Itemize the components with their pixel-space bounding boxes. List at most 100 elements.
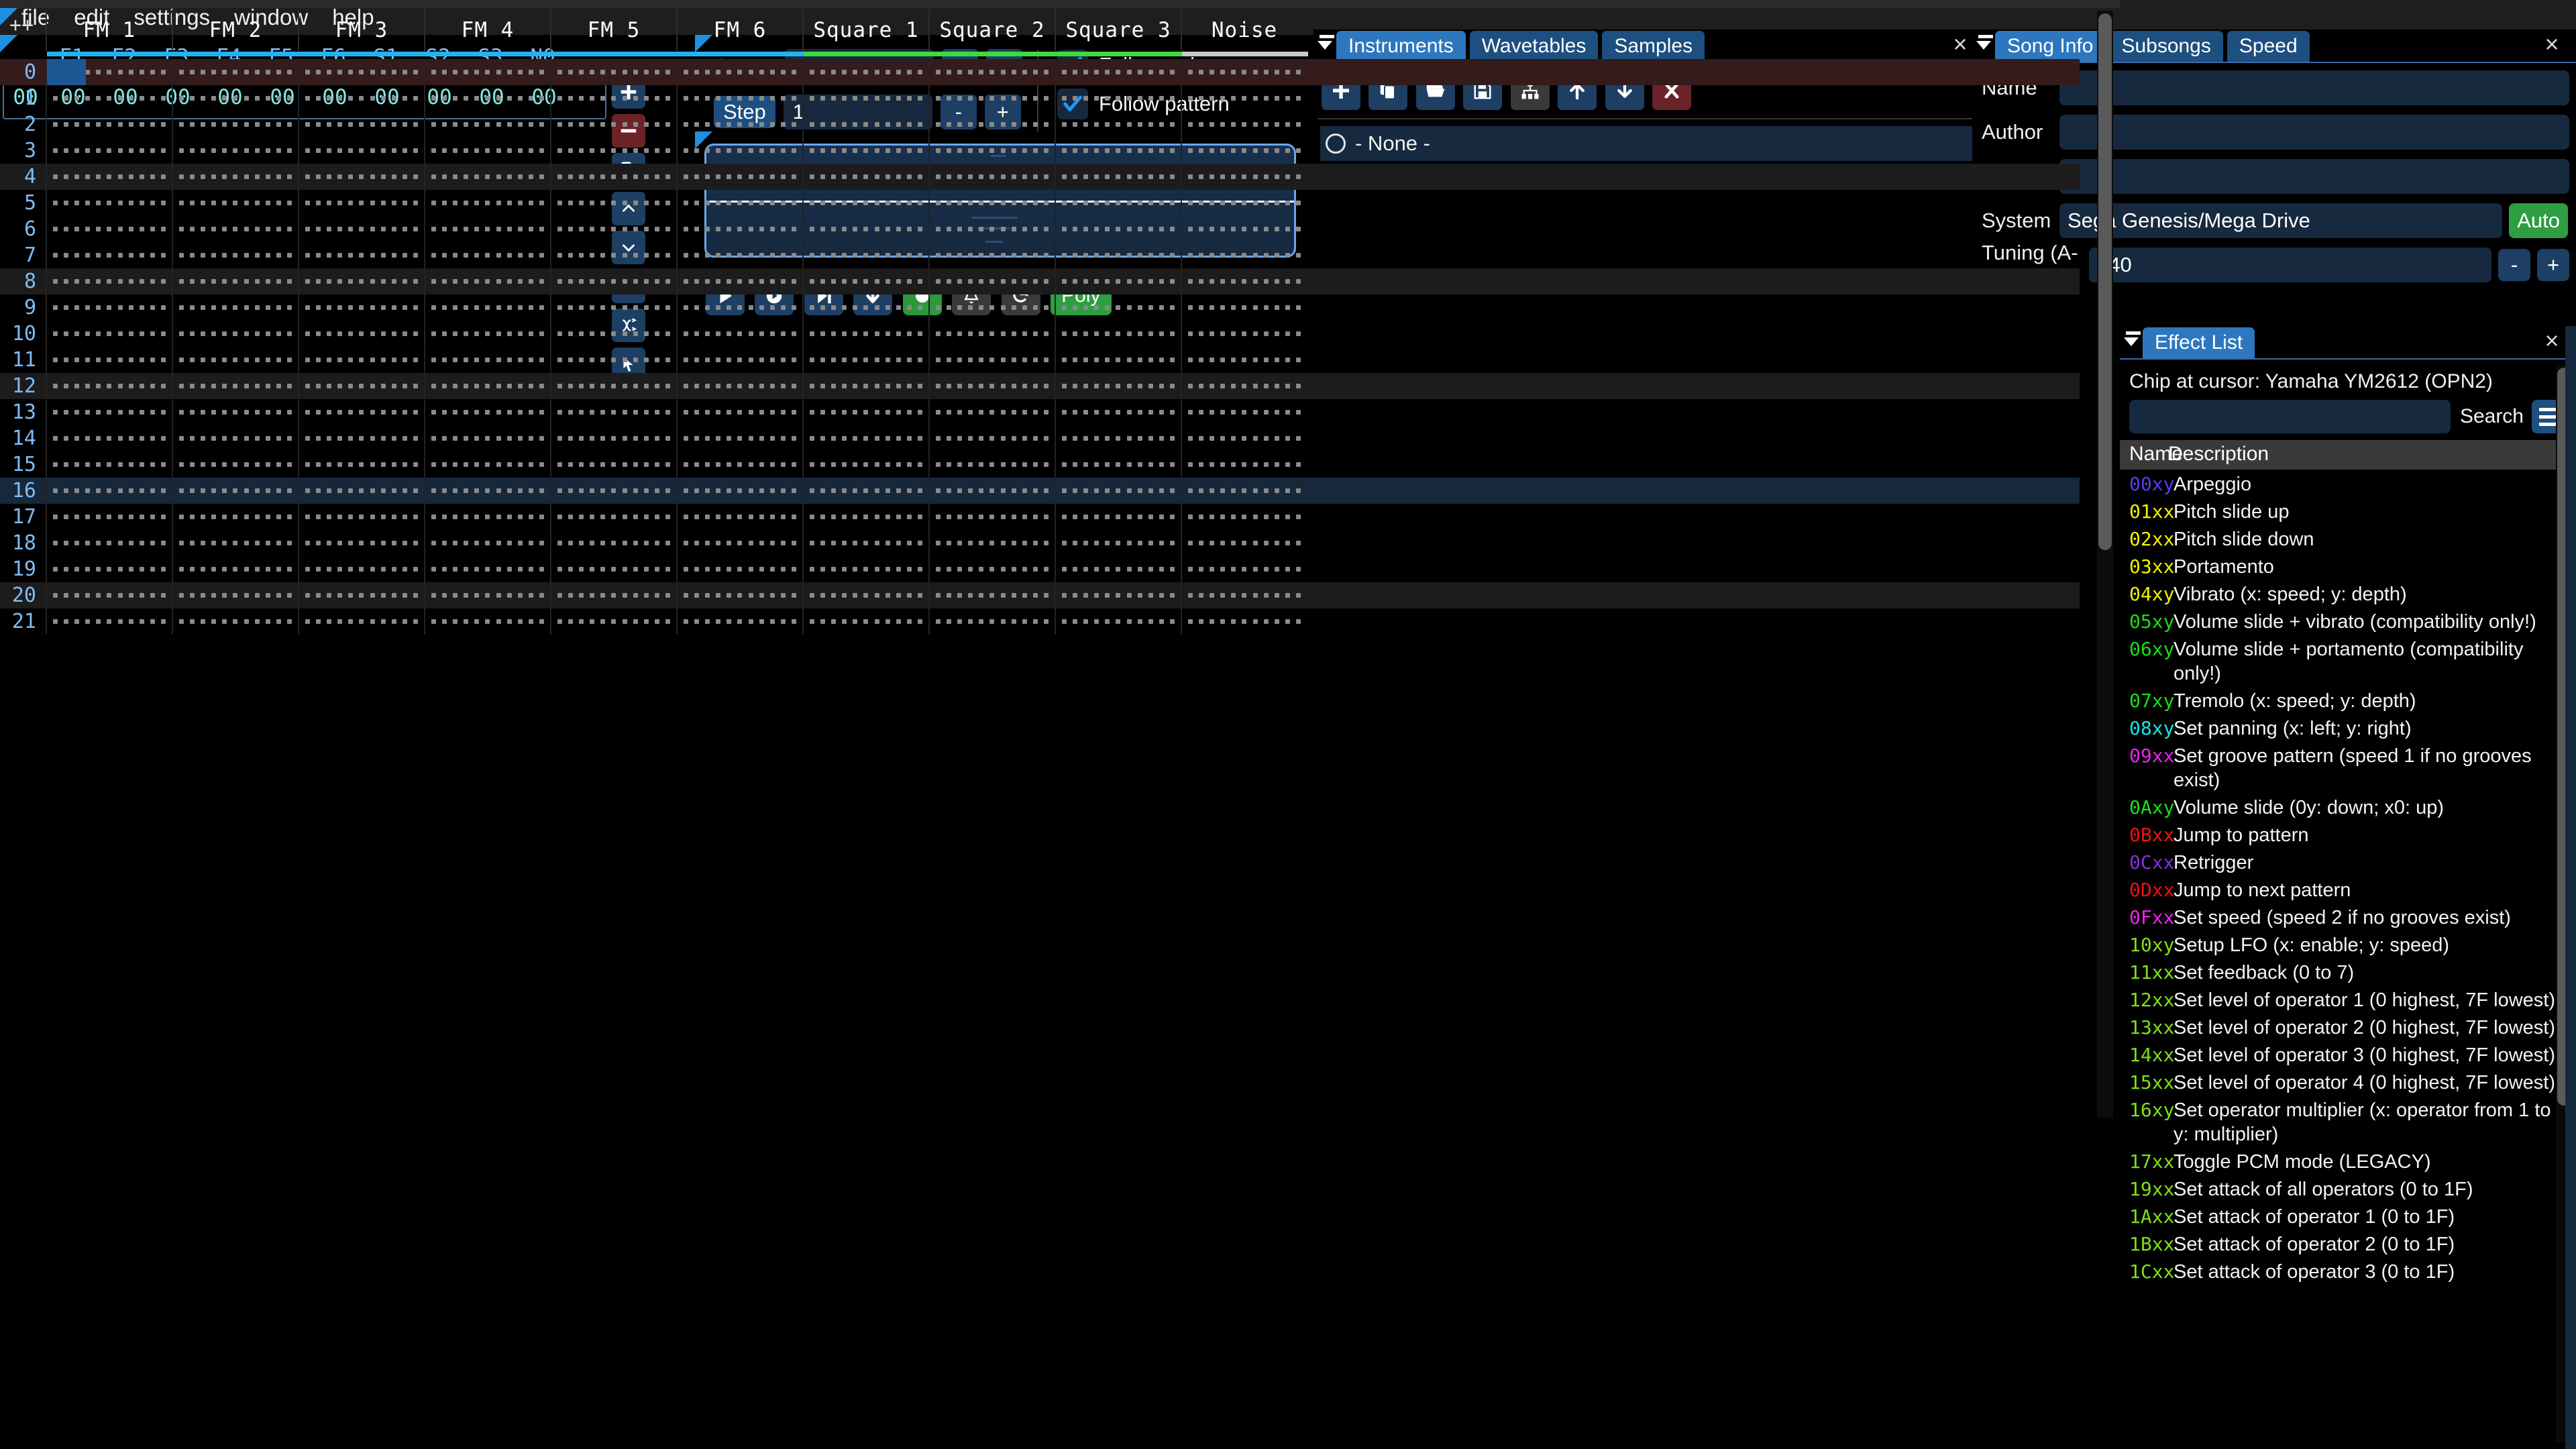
pattern-cell[interactable] <box>802 164 928 190</box>
pattern-cell[interactable] <box>1055 138 1181 164</box>
pattern-row[interactable]: 13 <box>0 399 2080 425</box>
move-order-up-button[interactable] <box>612 192 645 225</box>
menu-window[interactable]: window <box>234 5 309 30</box>
pattern-cell[interactable] <box>46 556 172 582</box>
pattern-cell[interactable] <box>676 59 802 85</box>
pattern-cell[interactable] <box>172 294 298 321</box>
tab-wavetables[interactable]: Wavetables <box>1469 31 1599 62</box>
pattern-cell[interactable] <box>46 608 172 635</box>
effect-list-row[interactable]: 15xx Set level of operator 4 (0 highest, … <box>2129 1071 2576 1095</box>
effect-list-row[interactable]: 01xx Pitch slide up <box>2129 500 2576 524</box>
effect-list-row[interactable]: 19xx Set attack of all operators (0 to 1F… <box>2129 1177 2576 1201</box>
pattern-cell[interactable] <box>550 556 676 582</box>
pattern-row[interactable]: 5 <box>0 190 2080 216</box>
pattern-cell[interactable] <box>424 138 550 164</box>
pattern-cell[interactable] <box>1181 582 1307 608</box>
pattern-cell[interactable] <box>676 138 802 164</box>
pattern-cell[interactable] <box>676 111 802 138</box>
pattern-cell[interactable] <box>46 347 172 373</box>
pattern-cell[interactable] <box>802 138 928 164</box>
pattern-cell[interactable] <box>676 556 802 582</box>
pattern-cell[interactable] <box>928 85 1055 111</box>
pattern-cell[interactable] <box>676 242 802 268</box>
pattern-cell[interactable] <box>676 190 802 216</box>
pattern-cell[interactable] <box>802 504 928 530</box>
effect-list-row[interactable]: 03xx Portamento <box>2129 555 2576 579</box>
pattern-cell[interactable] <box>1055 582 1181 608</box>
pattern-cell[interactable] <box>298 504 424 530</box>
pattern-row[interactable]: 14 <box>0 425 2080 451</box>
pattern-cell[interactable] <box>424 294 550 321</box>
pattern-cell[interactable] <box>1181 530 1307 556</box>
pattern-cell[interactable] <box>676 399 802 425</box>
pattern-cell[interactable] <box>802 321 928 347</box>
pattern-cell[interactable] <box>46 425 172 451</box>
pattern-cell[interactable] <box>46 451 172 478</box>
pattern-cell[interactable] <box>928 399 1055 425</box>
effect-list-row[interactable]: 02xx Pitch slide down <box>2129 527 2576 551</box>
pattern-cell[interactable] <box>298 530 424 556</box>
pattern-cell[interactable] <box>424 190 550 216</box>
channel-header-3[interactable]: FM 3 <box>298 9 425 56</box>
pattern-cell[interactable] <box>1055 425 1181 451</box>
pattern-cell[interactable] <box>550 216 676 242</box>
pattern-cell[interactable] <box>1181 451 1307 478</box>
pattern-cell[interactable] <box>1181 59 1307 85</box>
system-auto-button[interactable]: Auto <box>2509 203 2568 238</box>
pattern-cell[interactable] <box>802 478 928 504</box>
orders-cell-f2[interactable]: 00 <box>113 85 138 109</box>
pattern-cell[interactable] <box>676 582 802 608</box>
pattern-cell[interactable] <box>928 242 1055 268</box>
pattern-cell[interactable] <box>802 451 928 478</box>
menu-file[interactable]: file <box>21 5 50 30</box>
pattern-cell[interactable] <box>298 321 424 347</box>
pattern-expand-label[interactable]: ++ <box>9 13 34 37</box>
effect-list-row[interactable]: 06xy Volume slide + portamento (compatibi… <box>2129 637 2576 686</box>
pattern-cell[interactable] <box>928 582 1055 608</box>
pattern-cell[interactable] <box>46 138 172 164</box>
pattern-cell[interactable] <box>1055 111 1181 138</box>
effect-list-row[interactable]: 17xx Toggle PCM mode (LEGACY) <box>2129 1150 2576 1174</box>
pattern-cell[interactable] <box>550 451 676 478</box>
song-author-input[interactable] <box>2059 115 2569 150</box>
pattern-cell[interactable] <box>46 216 172 242</box>
pattern-cell[interactable] <box>298 242 424 268</box>
effect-list-row[interactable]: 04xy Vibrato (x: speed; y: depth) <box>2129 582 2576 606</box>
pattern-cell[interactable] <box>802 111 928 138</box>
pattern-cell[interactable] <box>802 425 928 451</box>
tab-speed[interactable]: Speed <box>2226 31 2310 62</box>
pattern-cell[interactable] <box>1181 268 1307 294</box>
pattern-row[interactable]: 16 <box>0 478 2080 504</box>
pattern-cell[interactable] <box>424 321 550 347</box>
pattern-cell[interactable] <box>550 190 676 216</box>
pattern-cell[interactable] <box>928 268 1055 294</box>
pattern-cell[interactable] <box>172 608 298 635</box>
effect-list-row[interactable]: 0Bxx Jump to pattern <box>2129 823 2576 847</box>
pattern-cell[interactable] <box>424 347 550 373</box>
pattern-cell[interactable] <box>550 425 676 451</box>
move-order-down-button[interactable] <box>612 231 645 264</box>
follow-pattern-checkbox[interactable] <box>1057 89 1088 119</box>
pattern-cell[interactable] <box>802 399 928 425</box>
pattern-cell[interactable] <box>172 216 298 242</box>
pattern-cell[interactable] <box>1181 504 1307 530</box>
pattern-cell[interactable] <box>676 164 802 190</box>
channel-header-1[interactable]: FM 1 <box>46 9 173 56</box>
pattern-cell[interactable] <box>928 294 1055 321</box>
pattern-cell[interactable] <box>172 399 298 425</box>
pattern-cell[interactable] <box>928 190 1055 216</box>
pattern-cell[interactable] <box>676 347 802 373</box>
shuffle-order-button[interactable] <box>612 309 645 342</box>
effect-list-row[interactable]: 14xx Set level of operator 3 (0 highest, … <box>2129 1043 2576 1067</box>
pattern-cell[interactable] <box>1055 504 1181 530</box>
pattern-row[interactable]: 12 <box>0 373 2080 399</box>
pattern-cell[interactable] <box>1055 478 1181 504</box>
pattern-cell[interactable] <box>46 294 172 321</box>
pattern-cell[interactable] <box>298 399 424 425</box>
pattern-cell[interactable] <box>172 242 298 268</box>
pattern-cell[interactable] <box>928 556 1055 582</box>
pattern-cell[interactable] <box>298 59 424 85</box>
pattern-cell[interactable] <box>1055 216 1181 242</box>
effect-list-row[interactable]: 12xx Set level of operator 1 (0 highest, … <box>2129 988 2576 1012</box>
pattern-cell[interactable] <box>676 294 802 321</box>
